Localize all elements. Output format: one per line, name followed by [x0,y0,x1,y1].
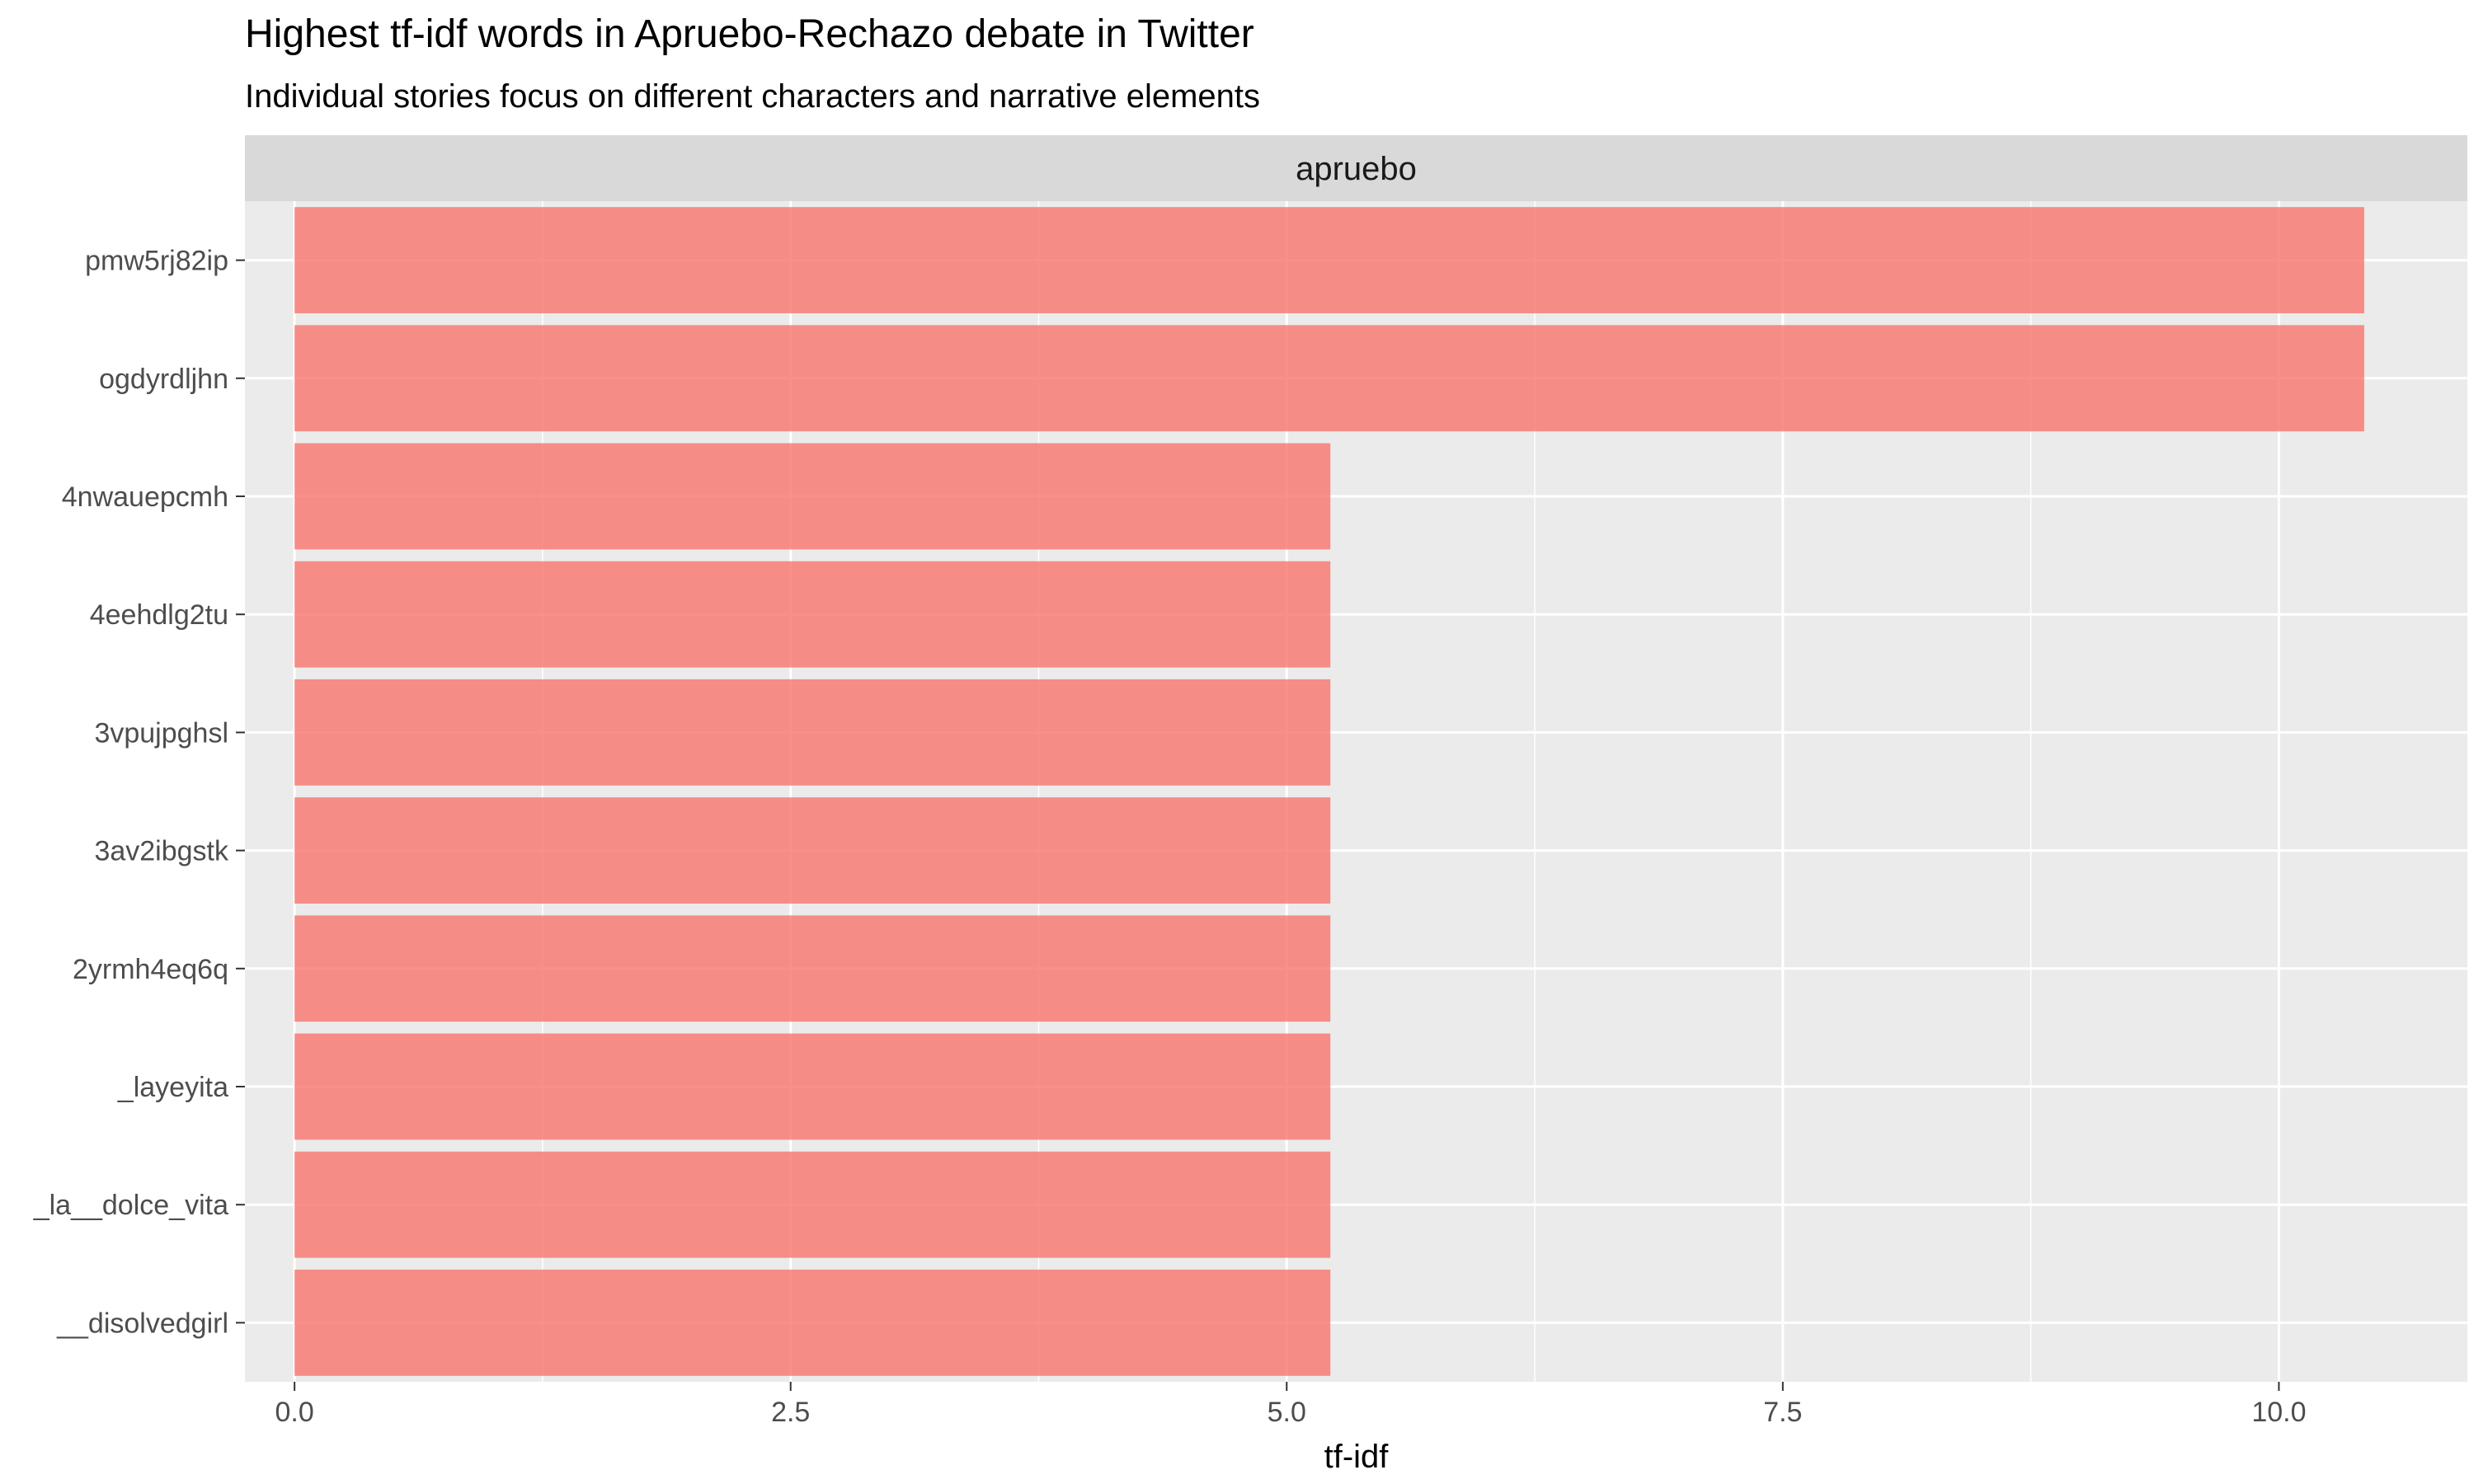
bar-2yrmh4eq6q [294,915,1331,1022]
y-tick-label: ogdyrdljhn [99,364,228,395]
bar-_layeyita [294,1033,1331,1140]
bar-ogdyrdljhn [294,325,2364,432]
y-tick-label: _la__dolce_vita [33,1190,228,1221]
x-tick-label: 5.0 [1268,1397,1306,1428]
x-axis-ticks: 0.0 2.5 5.0 7.5 10.0 [275,1382,2307,1428]
bar-__disolvedgirl [294,1269,1331,1376]
x-tick-label: 10.0 [2251,1397,2306,1428]
y-tick-label: 3vpujpghsl [94,717,228,749]
y-tick-label: 4eehdlg2tu [90,599,228,631]
bar-3av2ibgstk [294,797,1331,904]
facet-strip [245,135,2467,201]
x-tick-label: 2.5 [771,1397,810,1428]
bar-_la__dolce_vita [294,1151,1331,1258]
bar-pmw5rj82ip [294,207,2364,314]
bar-3vpujpghsl [294,679,1331,786]
bars [294,207,2364,1376]
y-tick-label: 3av2ibgstk [94,836,229,867]
y-tick-label: __disolvedgirl [56,1308,228,1339]
x-axis-title: tf-idf [1324,1439,1390,1475]
y-tick-label: _layeyita [117,1072,228,1103]
y-tick-label: pmw5rj82ip [85,246,228,277]
y-tick-label: 4nwauepcmh [62,481,228,513]
y-axis-ticks: pmw5rj82ip ogdyrdljhn 4nwauepcmh 4eehdlg2tu… [33,246,245,1339]
chart-title: Highest tf-idf words in Apruebo-Rechazo … [245,12,1254,56]
bar-4nwauepcmh [294,443,1331,550]
bar-4eehdlg2tu [294,561,1331,668]
x-tick-label: 7.5 [1763,1397,1802,1428]
facet-strip-label: apruebo [1296,151,1417,187]
chart-subtitle: Individual stories focus on different ch… [245,78,1260,115]
x-tick-label: 0.0 [275,1397,314,1428]
y-tick-label: 2yrmh4eq6q [73,954,228,985]
